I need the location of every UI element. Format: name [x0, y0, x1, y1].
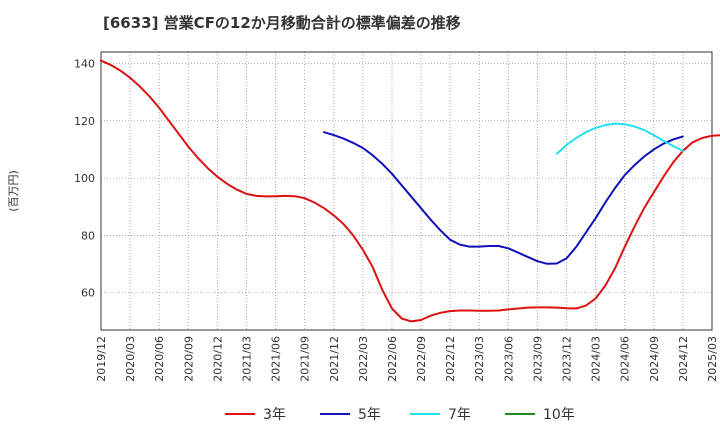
legend-label-3: 7年: [448, 407, 471, 423]
y-tick-label: 60: [81, 287, 95, 300]
x-tick-label: 2019/12: [95, 336, 108, 382]
y-axis-label: (百万円): [7, 170, 20, 212]
x-tick-label: 2024/06: [619, 336, 632, 382]
legend-label-4: 10年: [543, 407, 575, 423]
series-line-3: [555, 122, 684, 155]
y-tick-label: 100: [74, 172, 95, 185]
y-tick-label: 120: [74, 115, 95, 128]
x-tick-label: 2023/09: [531, 336, 544, 382]
x-tick-label: 2022/09: [415, 336, 428, 382]
x-tick-label: 2020/03: [124, 336, 137, 382]
series-line-2: [323, 131, 684, 265]
x-tick-label: 2024/12: [677, 336, 690, 382]
x-tick-label: 2021/06: [270, 336, 283, 382]
x-tick-label: 2022/06: [386, 336, 399, 382]
y-tick-label: 140: [74, 57, 95, 70]
x-tick-label: 2024/03: [590, 336, 603, 382]
x-tick-label: 2024/09: [648, 336, 661, 382]
chart-title: [6633] 営業CFの12か月移動合計の標準偏差の推移: [103, 14, 461, 32]
x-tick-label: 2020/06: [153, 336, 166, 382]
x-tick-label: 2021/09: [299, 336, 312, 382]
x-tick-label: 2020/12: [211, 336, 224, 382]
x-tick-label: 2022/12: [444, 336, 457, 382]
legend-label-1: 3年: [263, 407, 286, 423]
x-tick-label: 2023/06: [502, 336, 515, 382]
legend-label-2: 5年: [358, 407, 381, 423]
series-line-1: [100, 59, 720, 323]
x-tick-label: 2020/09: [182, 336, 195, 382]
x-tick-label: 2023/03: [473, 336, 486, 382]
x-tick-label: 2023/12: [561, 336, 574, 382]
y-tick-label: 80: [81, 229, 95, 242]
x-tick-label: 2022/03: [357, 336, 370, 382]
x-tick-label: 2021/03: [240, 336, 253, 382]
x-tick-label: 2021/12: [328, 336, 341, 382]
x-tick-label: 2025/03: [706, 336, 719, 382]
plot-frame: [100, 51, 713, 331]
